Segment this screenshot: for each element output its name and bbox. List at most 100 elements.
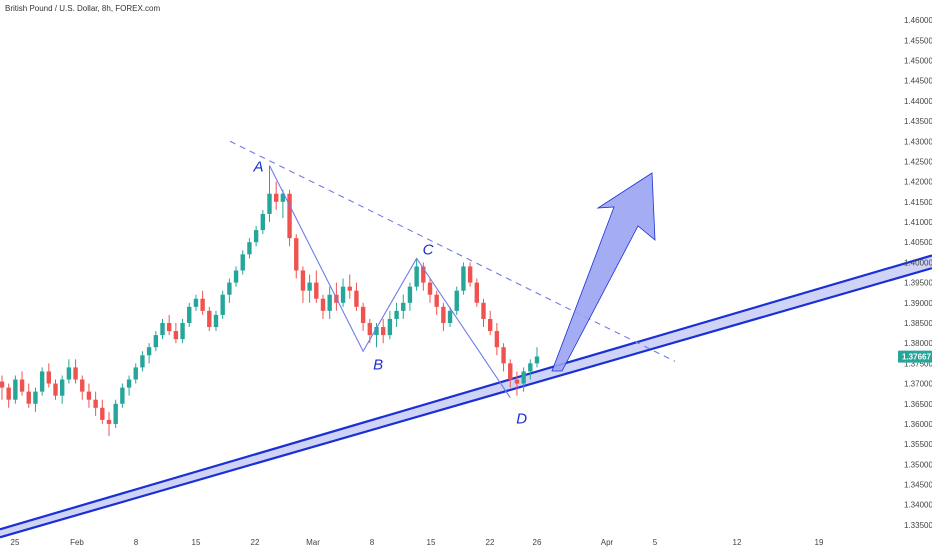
candle [247,238,252,259]
candle [187,302,192,328]
candle [80,375,85,400]
candle [334,282,339,311]
price-tick-label: 1.45500 [904,36,932,45]
time-tick-label: Mar [306,538,320,547]
pattern-label-d: D [516,411,527,428]
last-price-value: 1.37667 [902,353,931,362]
price-tick-label: 1.34000 [904,501,932,510]
price-tick-label: 1.34500 [904,481,932,490]
price-tick-label: 1.37000 [904,380,932,389]
pattern-label-b: B [373,356,383,373]
time-tick-label: 22 [486,538,495,547]
candle [133,363,138,384]
candle [340,278,346,307]
candle [260,209,266,235]
time-tick-label: 5 [653,538,658,547]
price-tick-label: 1.35500 [904,440,932,449]
candle [394,302,399,328]
abcd-pattern[interactable]: A B C D [253,158,528,427]
candle [427,278,433,303]
candle [19,371,25,396]
price-tick-label: 1.40500 [904,238,932,247]
time-tick-label: 8 [134,538,139,547]
candle [26,383,31,408]
price-tick-label: 1.38000 [904,339,932,348]
candle [113,399,118,428]
candle [267,165,272,223]
candle [307,274,312,303]
candle [220,290,225,319]
price-tick-label: 1.39500 [904,279,932,288]
candle [374,322,379,348]
candle [401,294,406,319]
candle [521,367,526,392]
channel-lower-line[interactable] [0,267,932,539]
price-tick-label: 1.46000 [904,16,932,25]
channel-upper-line[interactable] [0,254,932,531]
candle [380,318,386,344]
time-tick-label: 15 [427,538,436,547]
price-tick-label: 1.38500 [904,319,932,328]
last-price-tag-bg [898,350,932,363]
candle [140,351,145,372]
dashed-trendline[interactable] [229,140,676,362]
candle [253,226,259,247]
candle [73,359,78,384]
candle [481,298,486,328]
candle [454,286,459,315]
candle [160,318,165,340]
price-tick-label: 1.43500 [904,117,932,126]
candle [126,375,132,396]
price-axis[interactable]: 1.46000 1.45500 1.45000 1.44500 1.44000 1.435… [904,16,932,530]
candle [461,262,466,295]
candle [59,375,65,404]
candle [200,290,205,315]
price-tick-label: 1.36500 [904,400,932,409]
projection-arrow[interactable] [551,172,656,372]
time-tick-label: 25 [11,538,20,547]
candle [387,310,393,340]
candle [93,391,98,416]
candle [13,375,18,404]
candle [227,278,232,303]
candle [501,343,506,372]
price-tick-label: 1.42000 [904,178,932,187]
price-tick-label: 1.43000 [904,137,932,146]
candle [6,383,11,408]
candle [407,282,413,311]
price-tick-label: 1.44500 [904,77,932,86]
descending-trendline[interactable] [229,140,676,362]
ascending-channel[interactable] [0,254,932,539]
candle [447,306,453,328]
candle [494,322,500,356]
candle [46,363,52,388]
time-tick-label: Feb [70,538,84,547]
candle [146,343,152,364]
candle [508,359,513,388]
candle [528,359,533,380]
bullish-arrow[interactable] [551,172,656,372]
price-tick-label: 1.41000 [904,218,932,227]
candle [487,310,493,336]
time-axis[interactable]: 25 Feb 8 15 22 Mar 8 15 22 26 Apr 5 12 19 [11,538,824,547]
candle [153,331,159,352]
candle [86,383,92,408]
candle [207,306,212,332]
abcd-pattern-line[interactable] [269,165,511,398]
candle [33,387,38,412]
time-tick-label: Apr [601,538,614,547]
candle [327,286,332,319]
candle [441,302,446,332]
candle [421,262,426,291]
candle [287,189,292,247]
price-tick-label: 1.42500 [904,157,932,166]
candle [39,367,45,396]
time-tick-label: 15 [192,538,201,547]
candle [233,266,239,287]
candle [354,282,359,311]
candle [434,290,439,315]
candle [514,371,520,396]
price-tick-label: 1.36000 [904,420,932,429]
price-tick-label: 1.33500 [904,521,932,530]
